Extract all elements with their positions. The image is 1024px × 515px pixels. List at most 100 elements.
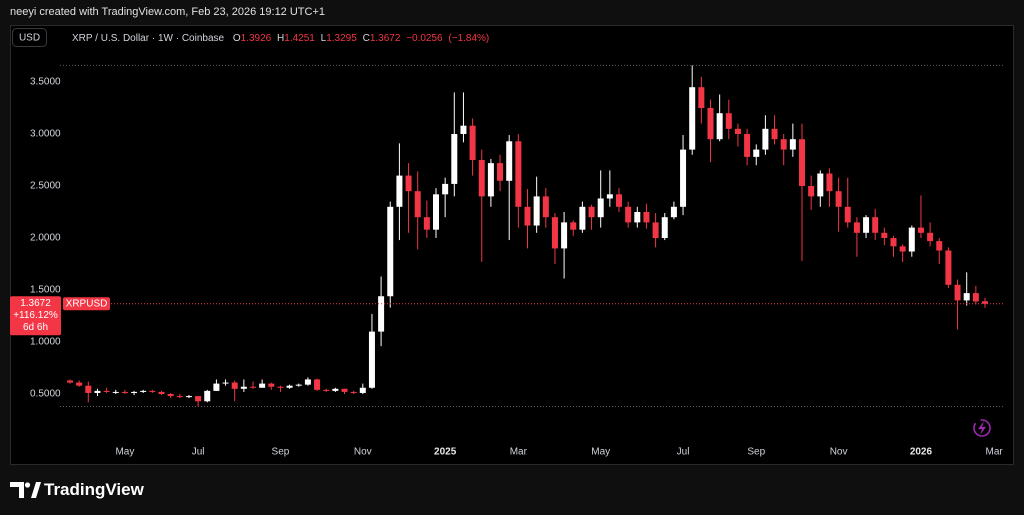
candle-body bbox=[131, 391, 138, 393]
candle-body bbox=[670, 206, 677, 218]
ohlc-label: H bbox=[277, 33, 284, 44]
candle-body bbox=[304, 379, 311, 385]
candle-body bbox=[94, 390, 101, 393]
candle-body bbox=[423, 217, 430, 230]
candle-body bbox=[762, 128, 769, 150]
chart-panel bbox=[10, 25, 1014, 465]
ohlc-value: 1.3295 bbox=[326, 33, 357, 44]
x-tick-label: Nov bbox=[354, 447, 372, 458]
candle-body bbox=[872, 217, 879, 233]
attribution: neeyi created with TradingView.com, Feb … bbox=[10, 6, 325, 18]
candle-body bbox=[378, 296, 385, 332]
candle-body bbox=[954, 284, 961, 301]
candle-body bbox=[908, 227, 915, 252]
candle-body bbox=[167, 394, 174, 397]
candle-body bbox=[606, 194, 613, 199]
candle-body bbox=[634, 212, 641, 223]
candle-body bbox=[899, 246, 906, 252]
candle-body bbox=[314, 379, 321, 390]
candle-body bbox=[240, 386, 247, 389]
candle-body bbox=[698, 87, 705, 108]
candle-body bbox=[716, 113, 723, 140]
currency-button[interactable] bbox=[12, 28, 47, 47]
icon-ring[interactable] bbox=[973, 419, 991, 437]
candle-body bbox=[250, 386, 256, 388]
replay-icon[interactable] bbox=[973, 419, 991, 437]
y-tick-label: 0.5000 bbox=[30, 389, 61, 400]
candle-body bbox=[982, 301, 988, 304]
x-tick-label: Jul bbox=[192, 447, 205, 458]
candle-body bbox=[295, 384, 302, 386]
x-tick-label: 2026 bbox=[910, 447, 933, 458]
candle-body bbox=[689, 87, 696, 150]
candle-body bbox=[972, 293, 979, 302]
legend: XRP / U.S. Dollar · 1W · Coinbase O1.392… bbox=[72, 33, 489, 44]
candle-body bbox=[112, 391, 119, 393]
brand-logo bbox=[24, 482, 31, 488]
candle-body bbox=[597, 198, 604, 218]
candle-body bbox=[506, 141, 513, 181]
brand-name: TradingView bbox=[44, 480, 145, 499]
candle-body bbox=[67, 380, 73, 383]
candle-body bbox=[231, 382, 238, 389]
candle-body bbox=[396, 175, 403, 207]
candle-body bbox=[799, 139, 805, 186]
x-tick-label: Mar bbox=[510, 447, 528, 458]
y-tick-label: 3.0000 bbox=[30, 129, 61, 140]
icon-bolt[interactable] bbox=[978, 421, 986, 435]
candle-body bbox=[341, 388, 348, 392]
series-tag: XRPUSD bbox=[66, 298, 108, 309]
candle-body bbox=[414, 191, 421, 218]
candle-body bbox=[808, 186, 815, 197]
brand-logo bbox=[10, 482, 24, 498]
brand: TradingView bbox=[10, 480, 145, 499]
candle-body bbox=[442, 183, 449, 195]
candle-body bbox=[588, 206, 595, 218]
candle-body bbox=[76, 382, 83, 386]
candle-body bbox=[487, 163, 494, 197]
candle-body bbox=[222, 382, 229, 384]
candle-body bbox=[817, 173, 824, 197]
candle-body bbox=[103, 390, 110, 392]
candle-body bbox=[176, 396, 183, 398]
brand-logo bbox=[31, 482, 41, 498]
candle-body bbox=[149, 390, 156, 392]
candle-body bbox=[863, 217, 870, 233]
ohlc-label: C bbox=[363, 33, 370, 44]
candle-body bbox=[332, 388, 339, 391]
candle-body bbox=[753, 149, 760, 157]
x-tick-label: Sep bbox=[272, 447, 290, 458]
candle-body bbox=[579, 206, 586, 230]
candle-body bbox=[551, 217, 558, 249]
candle-body bbox=[927, 232, 934, 242]
candle-body bbox=[323, 389, 330, 391]
candle-body bbox=[826, 173, 833, 192]
candle-body bbox=[771, 128, 778, 140]
currency-label[interactable]: USD bbox=[19, 33, 40, 44]
ohlc-label: L bbox=[321, 33, 327, 44]
y-tick-label: 1.0000 bbox=[30, 337, 61, 348]
candle-body bbox=[259, 383, 266, 388]
candle-body bbox=[561, 222, 568, 249]
candle-body bbox=[881, 232, 888, 238]
candle-body bbox=[680, 149, 687, 207]
candle-body bbox=[515, 141, 522, 207]
candle-body bbox=[451, 134, 458, 184]
candle-body bbox=[533, 196, 540, 226]
candle-body bbox=[460, 125, 467, 134]
candle-body bbox=[140, 390, 147, 392]
x-tick-label: 2025 bbox=[434, 447, 457, 458]
plot-area: 0.5000 1.0000 1.5000 2.0000 2.5000 3.0000 3.50… bbox=[30, 64, 1004, 458]
candle-body bbox=[789, 139, 796, 150]
ohlc-label: O bbox=[233, 33, 241, 44]
candle-body bbox=[744, 134, 751, 157]
candle-body bbox=[213, 383, 220, 391]
candle-body bbox=[936, 241, 943, 251]
x-tick-label: Sep bbox=[747, 447, 765, 458]
series-tag-box bbox=[63, 297, 110, 311]
y-tick-label: 2.0000 bbox=[30, 233, 61, 244]
candle-body bbox=[405, 175, 412, 192]
ohlc-value: 1.4251 bbox=[284, 33, 315, 44]
candle-body bbox=[85, 385, 92, 393]
change: −0.0256 bbox=[406, 33, 443, 44]
